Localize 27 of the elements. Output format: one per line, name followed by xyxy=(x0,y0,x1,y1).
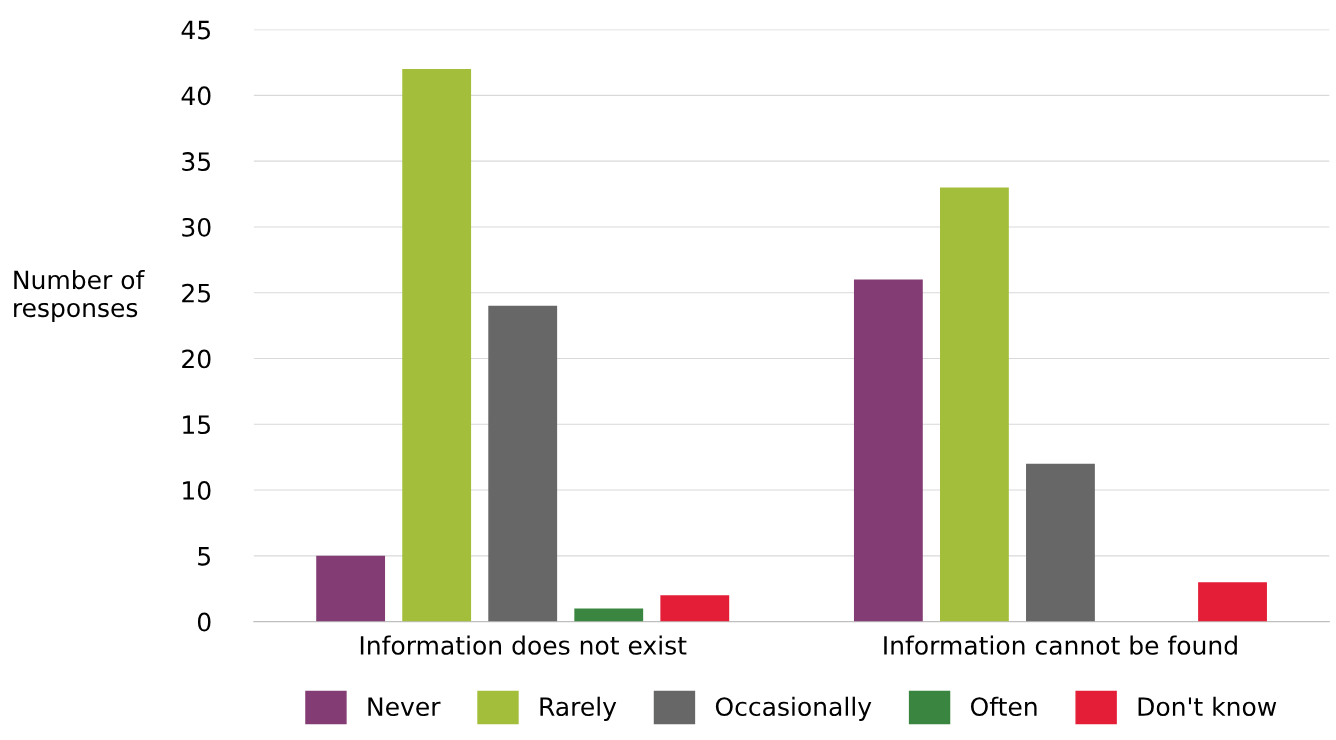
bar xyxy=(316,555,386,622)
bar xyxy=(1198,582,1267,622)
bar xyxy=(853,279,923,622)
legend-label: Never xyxy=(368,697,441,717)
bar xyxy=(940,187,1009,622)
y-tick-label: 35 xyxy=(182,152,210,172)
y-tick-label: 5 xyxy=(198,547,210,566)
legend-label: Rarely xyxy=(540,696,617,721)
bar xyxy=(488,305,558,622)
x-tick-label: Information cannot be found xyxy=(884,635,1237,655)
bar xyxy=(402,69,472,622)
y-tick-label: 20 xyxy=(182,349,211,369)
legend-label: Occasionally xyxy=(715,696,872,721)
bar xyxy=(574,608,644,622)
y-tick-label: 10 xyxy=(183,480,211,500)
bar xyxy=(1026,463,1095,622)
y-tick-label: 45 xyxy=(181,20,210,40)
y-tick-label: 0 xyxy=(197,612,211,632)
x-tick-label: Information does not exist xyxy=(360,635,687,655)
y-tick-label: 15 xyxy=(183,415,210,435)
bar xyxy=(660,595,730,622)
y-tick-label: 30 xyxy=(182,217,211,237)
y-tick-label: 40 xyxy=(181,86,211,106)
y-axis-title: Number of responses xyxy=(14,269,145,323)
legend-label: Often xyxy=(970,696,1037,717)
legend-label: Don't know xyxy=(1138,696,1277,717)
y-tick-label: 25 xyxy=(182,283,210,303)
